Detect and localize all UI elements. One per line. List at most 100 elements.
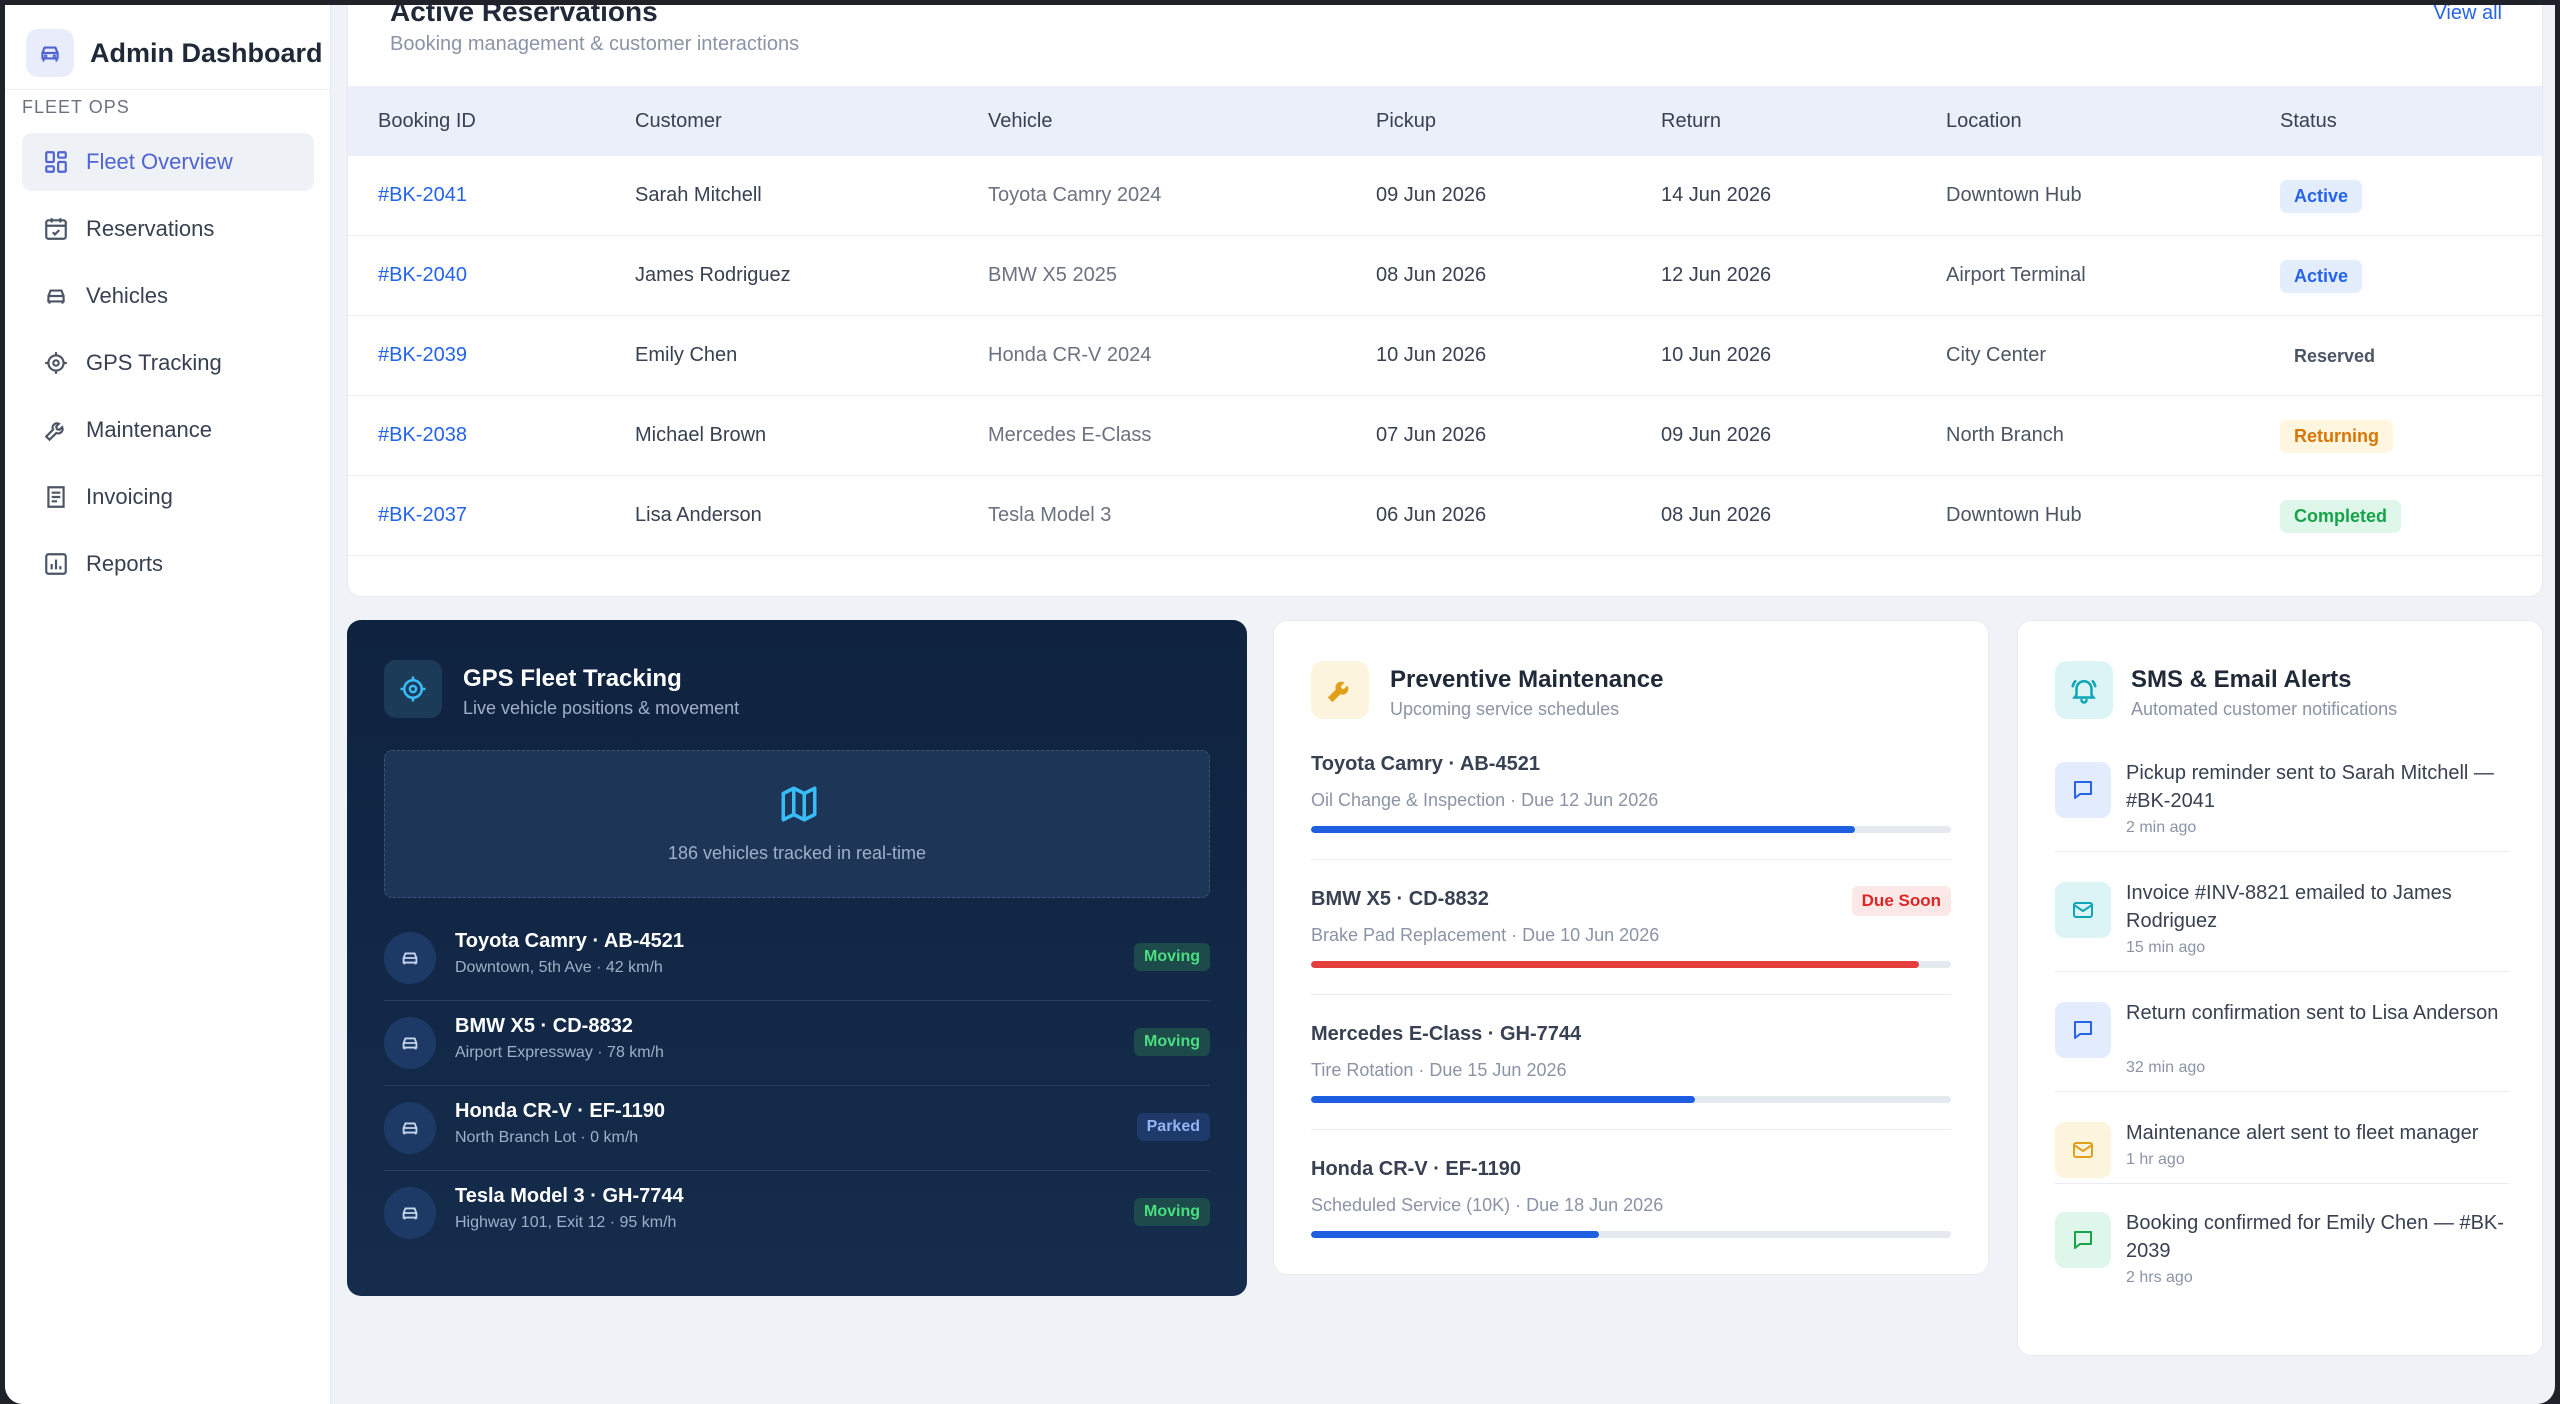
receipt-icon [42,483,70,511]
calendar-check-icon [42,215,70,243]
wrench-icon [42,416,70,444]
sidebar-item-label: Maintenance [86,417,212,442]
gps-subtitle: Live vehicle positions & movement [463,698,740,718]
customer-name: Sarah Mitchell [635,184,762,206]
wrench-icon [1311,661,1369,719]
sidebar: Admin Dashboard FLEET OPS Fleet Overview… [5,5,331,1404]
column-header[interactable]: Return [1661,109,1722,132]
progress-track [1311,826,1951,833]
gps-panel: GPS Fleet Tracking Live vehicle position… [347,620,1247,1296]
status-badge: Returning [2280,420,2393,453]
vehicle-name: BMW X5 · CD-8832 [455,1015,633,1037]
reservations-panel: Active Reservations Booking management &… [347,5,2543,597]
due-soon-badge: Due Soon [1851,886,1951,916]
divider [1311,859,1951,860]
maintenance-item[interactable]: Mercedes E-Class · GH-7744 Tire Rotation … [1311,1023,1951,1158]
vehicle-detail: North Branch Lot · 0 km/h [455,1129,639,1146]
maintenance-vehicle: Honda CR-V · EF-1190 [1311,1158,1522,1180]
location: Downtown Hub [1946,504,2082,526]
vehicle-row[interactable]: Toyota Camry · AB-4521 Downtown, 5th Ave … [384,916,1210,1001]
alert-time: 2 hrs ago [2126,1269,2193,1286]
location: Airport Terminal [1946,264,2086,286]
vehicle-name: Tesla Model 3 · GH-7744 [455,1185,684,1207]
vehicle-row[interactable]: Tesla Model 3 · GH-7744 Highway 101, Exit… [384,1171,1210,1256]
booking-id-link[interactable]: #BK-2038 [378,424,467,446]
maintenance-vehicle: Mercedes E-Class · GH-7744 [1311,1023,1582,1045]
car-icon [384,932,436,984]
sidebar-item-label: Reservations [86,216,215,241]
vehicle-name: Mercedes E-Class [988,424,1152,446]
vehicle-name: BMW X5 2025 [988,264,1117,286]
map-text: 186 vehicles tracked in real-time [667,843,927,863]
column-header[interactable]: Booking ID [378,109,476,132]
pickup-date: 09 Jun 2026 [1376,184,1487,206]
map-placeholder[interactable]: 186 vehicles tracked in real-time [384,750,1210,898]
column-header[interactable]: Vehicle [988,109,1053,132]
column-header[interactable]: Status [2280,109,2337,132]
view-all-link[interactable]: View all [2433,5,2502,24]
target-icon [42,349,70,377]
table-row[interactable]: #BK-2039 Emily Chen Honda CR-V 2024 10 Jun … [348,316,2542,396]
maintenance-detail: Scheduled Service (10K) · Due 18 Jun 202… [1311,1195,1664,1215]
alerts-subtitle: Automated customer notifications [2131,699,2398,719]
grid-icon [42,148,70,176]
sidebar-item-invoicing[interactable]: Invoicing [22,468,314,526]
sidebar-item-vehicles[interactable]: Vehicles [22,267,314,325]
column-header[interactable]: Customer [635,109,722,132]
sidebar-item-label: GPS Tracking [86,350,222,375]
maintenance-detail: Brake Pad Replacement · Due 10 Jun 2026 [1311,925,1660,945]
vehicle-row[interactable]: Honda CR-V · EF-1190 North Branch Lot · 0… [384,1086,1210,1171]
booking-id-link[interactable]: #BK-2039 [378,344,467,366]
progress-track [1311,1096,1951,1103]
customer-name: James Rodriguez [635,264,791,286]
maintenance-panel: Preventive Maintenance Upcoming service … [1273,620,1989,1275]
progress-track [1311,961,1951,968]
column-header[interactable]: Pickup [1376,109,1437,132]
sidebar-item-reservations[interactable]: Reservations [22,200,314,258]
progress-fill [1311,826,1855,833]
location: City Center [1946,344,2047,366]
mail-icon [2055,1122,2111,1178]
booking-id-link[interactable]: #BK-2037 [378,504,467,526]
table-row[interactable]: #BK-2040 James Rodriguez BMW X5 2025 08 Jun… [348,236,2542,316]
sidebar-divider [5,89,331,90]
app-window: Admin Dashboard FLEET OPS Fleet Overview… [5,5,2555,1404]
sidebar-item-label: Reports [86,551,164,576]
table-row[interactable]: #BK-2037 Lisa Anderson Tesla Model 3 06 Jun… [348,476,2542,556]
status-badge: Moving [1134,1198,1210,1226]
vehicle-detail: Highway 101, Exit 12 · 95 km/h [455,1214,677,1231]
map-icon [778,783,820,830]
alert-text: Invoice #INV-8821 emailed to James Rodri… [2126,882,2452,932]
alerts-title: SMS & Email Alerts [2131,666,2352,693]
status-badge: Moving [1134,1028,1210,1056]
pickup-date: 06 Jun 2026 [1376,504,1487,526]
pickup-date: 10 Jun 2026 [1376,344,1487,366]
car-icon [384,1017,436,1069]
maintenance-item[interactable]: BMW X5 · CD-8832 Brake Pad Replacement · … [1311,886,1951,1023]
sidebar-item-fleet-overview[interactable]: Fleet Overview [22,133,314,191]
bell-icon [2055,661,2113,719]
maintenance-item[interactable]: Toyota Camry · AB-4521 Oil Change & Inspe… [1311,753,1951,888]
alert-time: 32 min ago [2126,1059,2206,1076]
maintenance-vehicle: Toyota Camry · AB-4521 [1311,753,1540,775]
maintenance-vehicle: BMW X5 · CD-8832 [1311,888,1489,910]
sidebar-item-maintenance[interactable]: Maintenance [22,401,314,459]
progress-track [1311,1231,1951,1238]
sidebar-item-gps-tracking[interactable]: GPS Tracking [22,334,314,392]
booking-id-link[interactable]: #BK-2040 [378,264,467,286]
progress-fill [1311,961,1919,968]
booking-id-link[interactable]: #BK-2041 [378,184,467,206]
vehicle-row[interactable]: BMW X5 · CD-8832 Airport Expressway · 78 … [384,1001,1210,1086]
car-icon [42,282,70,310]
section-label: FLEET OPS [22,97,130,117]
return-date: 14 Jun 2026 [1661,184,1772,206]
maintenance-detail: Tire Rotation · Due 15 Jun 2026 [1311,1060,1567,1080]
pickup-date: 08 Jun 2026 [1376,264,1487,286]
sidebar-item-reports[interactable]: Reports [22,535,314,593]
table-row[interactable]: #BK-2041 Sarah Mitchell Toyota Camry 2024 0… [348,156,2542,236]
column-header[interactable]: Location [1946,109,2022,132]
table-row[interactable]: #BK-2038 Michael Brown Mercedes E-Class 07 … [348,396,2542,476]
maintenance-item[interactable]: Honda CR-V · EF-1190 Scheduled Service (1… [1311,1158,1951,1293]
mail-icon [2055,882,2111,938]
return-date: 09 Jun 2026 [1661,424,1772,446]
